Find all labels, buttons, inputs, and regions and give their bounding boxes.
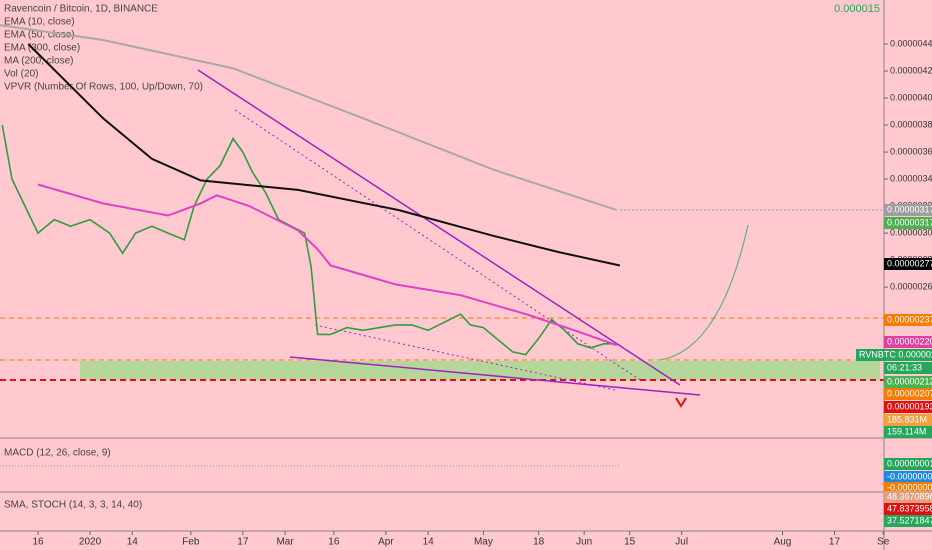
projection-arrow — [659, 224, 749, 361]
price-tag — [884, 491, 932, 503]
price-tag-label: 0.00000001 — [887, 458, 932, 468]
down-arrow — [675, 397, 687, 408]
x-tick-label: 17 — [829, 537, 841, 548]
price-tag — [884, 217, 932, 229]
price-tag-label: 185.831M — [887, 414, 927, 424]
legend-entry: EMA (50, close) — [4, 30, 75, 41]
price-tag — [884, 471, 932, 483]
trend-line — [197, 69, 681, 386]
price-tag — [884, 376, 932, 388]
price-tag — [884, 336, 932, 348]
x-tick-label: 17 — [237, 537, 249, 548]
corner-label: 0.000015 — [834, 3, 880, 15]
price-tag — [884, 314, 932, 326]
price-tag — [884, 458, 932, 470]
x-tick-label: 2020 — [79, 537, 102, 548]
trend-line — [234, 109, 641, 381]
price-tag-label: 48.36708966 — [887, 491, 932, 501]
price-tag — [884, 503, 932, 515]
x-tick-label: 16 — [32, 537, 44, 548]
price-tag-label: 06:21:33 — [887, 362, 922, 372]
x-tick-label: Mar — [276, 537, 294, 548]
price-tag-label: 0.00000317 — [887, 217, 932, 227]
indicator-label: Vol (20) — [4, 69, 38, 80]
price-tag — [884, 204, 932, 216]
price-tag — [884, 362, 932, 374]
price-tag-label: 159.114M — [887, 426, 926, 436]
price-tag-label: -0.00000002 — [887, 471, 932, 481]
indicator-line — [0, 24, 618, 212]
x-tick-label: 14 — [423, 537, 435, 548]
price-tag — [884, 258, 932, 270]
legend-entry: EMA (10, close) — [4, 17, 75, 28]
legend-entry: MA (200, close) — [4, 56, 73, 67]
pane-label: MACD (12, 26, close, 9) — [4, 448, 111, 459]
price-tag-label: 0.00000277 — [887, 258, 932, 268]
price-tag-label: 0.00000212 — [887, 376, 932, 386]
support-zone — [80, 361, 880, 380]
x-tick-label: 18 — [533, 537, 545, 548]
x-tick-label: 16 — [328, 537, 340, 548]
x-tick-label: Se — [877, 537, 890, 548]
price-tag-label: 0.00000237 — [887, 314, 932, 324]
pane-label: SMA, STOCH (14, 3, 3, 14, 40) — [4, 500, 142, 511]
price-tag-label: 0.00000220 — [887, 336, 932, 346]
price-tag-label: 0.00000317 — [887, 204, 932, 214]
price-tag — [884, 426, 932, 438]
price-tag-label: 47.83739583 — [887, 503, 932, 513]
price-tag-label: RVNBTC 0.00000218 — [859, 349, 932, 359]
price-tag — [884, 414, 932, 426]
price-tag-label: 37.52718479 — [887, 515, 932, 525]
price-tag-label: 0.00000193 — [887, 401, 932, 411]
price-tag — [884, 515, 932, 527]
price-tag-label: 0.00000207 — [887, 388, 932, 398]
price-tag — [884, 388, 932, 400]
price-tag-label: -0.00000003 — [887, 482, 932, 492]
y-tick-label: 0.00000260 — [890, 281, 932, 291]
x-tick-label: Jul — [675, 537, 688, 548]
indicator-label: VPVR (Number Of Rows, 100, Up/Down, 70) — [4, 82, 203, 93]
indicator-line — [37, 183, 618, 347]
x-tick-label: Feb — [182, 537, 200, 548]
legend-entry: EMA (300, close) — [4, 43, 80, 54]
indicator-line — [1, 124, 614, 356]
x-tick-label: Apr — [378, 537, 394, 548]
x-tick-label: Jun — [576, 537, 592, 548]
x-tick-label: May — [474, 537, 493, 548]
trend-line — [289, 356, 701, 396]
trend-line — [314, 324, 616, 391]
price-tag — [884, 401, 932, 413]
x-tick-label: 14 — [127, 537, 139, 548]
indicator-line — [27, 43, 621, 267]
x-tick-label: Aug — [774, 537, 792, 548]
x-tick-label: 15 — [624, 537, 636, 548]
chart-title: Ravencoin / Bitcoin, 1D, BINANCE — [4, 4, 158, 15]
price-tag — [856, 349, 932, 361]
